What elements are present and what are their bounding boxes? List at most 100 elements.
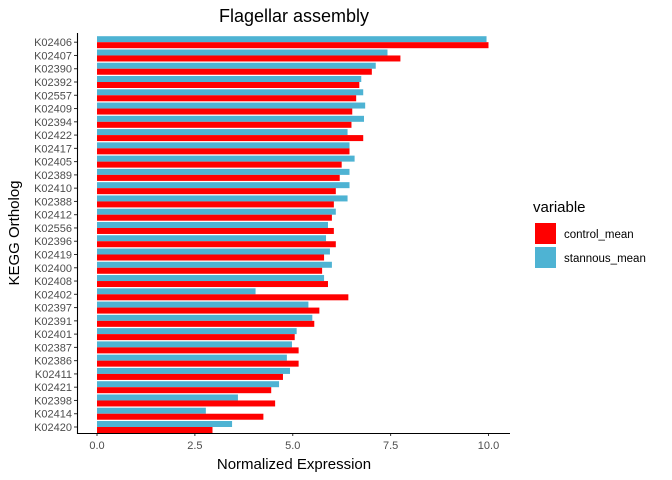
bar-stannous-mean-K02419 bbox=[97, 248, 330, 255]
bar-control-mean-K02398 bbox=[97, 400, 276, 407]
bar-control-mean-K02386 bbox=[97, 360, 299, 367]
bar-control-mean-K02419 bbox=[97, 254, 325, 261]
chart-title: Flagellar assembly bbox=[219, 6, 369, 26]
bar-stannous-mean-K02397 bbox=[97, 301, 309, 308]
x-tick-label: 7.5 bbox=[383, 440, 398, 452]
y-tick-label: K02388 bbox=[34, 196, 72, 208]
bar-control-mean-K02390 bbox=[97, 68, 372, 75]
bar-stannous-mean-K02422 bbox=[97, 129, 348, 136]
y-tick-label: K02408 bbox=[34, 276, 72, 288]
bar-stannous-mean-K02396 bbox=[97, 235, 327, 242]
y-tick-label: K02556 bbox=[34, 223, 72, 235]
bar-stannous-mean-K02391 bbox=[97, 314, 313, 321]
bar-stannous-mean-K02417 bbox=[97, 142, 350, 149]
legend-swatch-stannous-mean bbox=[535, 247, 556, 268]
y-tick-label: K02402 bbox=[34, 289, 72, 301]
bar-stannous-mean-K02405 bbox=[97, 155, 355, 162]
y-tick-label: K02397 bbox=[34, 303, 72, 315]
bar-control-mean-K02402 bbox=[97, 294, 349, 301]
bar-stannous-mean-K02401 bbox=[97, 328, 297, 335]
bar-control-mean-K02406 bbox=[97, 42, 489, 49]
y-tick-label: K02417 bbox=[34, 143, 72, 155]
bar-stannous-mean-K02389 bbox=[97, 168, 350, 175]
y-tick-label: K02557 bbox=[34, 90, 72, 102]
bar-control-mean-K02407 bbox=[97, 55, 401, 62]
x-axis-ticks: 0.0 2.5 5.0 7.5 10.0 bbox=[89, 433, 499, 452]
bar-control-mean-K02394 bbox=[97, 121, 352, 128]
bar-control-mean-K02396 bbox=[97, 241, 336, 248]
bar-control-mean-K02411 bbox=[97, 373, 283, 380]
bar-stannous-mean-K02414 bbox=[97, 407, 206, 414]
bar-control-mean-K02405 bbox=[97, 161, 342, 168]
bar-control-mean-K02409 bbox=[97, 108, 353, 115]
y-tick-label: K02387 bbox=[34, 342, 72, 354]
x-tick-label: 0.0 bbox=[89, 440, 104, 452]
bar-stannous-mean-K02394 bbox=[97, 115, 365, 122]
y-tick-label: K02422 bbox=[34, 130, 72, 142]
bar-stannous-mean-K02387 bbox=[97, 341, 292, 348]
y-tick-label: K02394 bbox=[34, 117, 72, 129]
bar-control-mean-K02422 bbox=[97, 135, 364, 142]
y-tick-label: K02406 bbox=[34, 37, 72, 49]
y-tick-label: K02414 bbox=[34, 409, 72, 421]
bar-stannous-mean-K02412 bbox=[97, 208, 336, 215]
bar-stannous-mean-K02390 bbox=[97, 62, 376, 69]
bars-group bbox=[97, 36, 489, 433]
bar-stannous-mean-K02406 bbox=[97, 36, 487, 43]
legend-swatch-control-mean bbox=[535, 223, 556, 244]
y-tick-label: K02420 bbox=[34, 422, 72, 434]
legend: variable control_mean stannous_mean bbox=[533, 199, 646, 268]
y-tick-label: K02419 bbox=[34, 250, 72, 262]
bar-control-mean-K02414 bbox=[97, 413, 264, 420]
bar-control-mean-K02417 bbox=[97, 148, 350, 155]
bar-control-mean-K02397 bbox=[97, 307, 320, 314]
bar-control-mean-K02391 bbox=[97, 320, 315, 327]
bar-control-mean-K02408 bbox=[97, 281, 328, 288]
y-tick-label: K02390 bbox=[34, 64, 72, 76]
bar-stannous-mean-K02420 bbox=[97, 421, 233, 427]
legend-items: control_mean stannous_mean bbox=[535, 223, 646, 268]
bar-stannous-mean-K02392 bbox=[97, 76, 362, 83]
bar-control-mean-K02400 bbox=[97, 267, 323, 274]
y-tick-label: K02389 bbox=[34, 170, 72, 182]
bar-control-mean-K02420 bbox=[97, 427, 213, 433]
y-tick-label: K02398 bbox=[34, 395, 72, 407]
bar-control-mean-K02392 bbox=[97, 82, 360, 89]
bar-stannous-mean-K02408 bbox=[97, 275, 325, 282]
bar-control-mean-K02421 bbox=[97, 387, 272, 394]
bar-control-mean-K02388 bbox=[97, 201, 334, 208]
bar-stannous-mean-K02556 bbox=[97, 221, 328, 228]
bar-stannous-mean-K02386 bbox=[97, 354, 287, 361]
bar-control-mean-K02557 bbox=[97, 95, 357, 102]
x-tick-label: 5.0 bbox=[285, 440, 300, 452]
bar-stannous-mean-K02388 bbox=[97, 195, 348, 202]
y-tick-label: K02411 bbox=[35, 369, 72, 381]
y-tick-label: K02386 bbox=[34, 356, 72, 368]
y-tick-label: K02400 bbox=[34, 263, 72, 275]
legend-label-stannous-mean: stannous_mean bbox=[564, 253, 646, 265]
y-tick-label: K02396 bbox=[34, 236, 72, 248]
y-axis-ticks: K02406K02407K02390K02392K02557K02409K023… bbox=[34, 37, 77, 434]
bar-control-mean-K02412 bbox=[97, 214, 332, 221]
legend-label-control-mean: control_mean bbox=[564, 229, 634, 241]
bar-stannous-mean-K02410 bbox=[97, 182, 350, 189]
y-tick-label: K02401 bbox=[34, 329, 72, 341]
x-axis-title: Normalized Expression bbox=[217, 456, 371, 473]
y-tick-label: K02392 bbox=[34, 77, 72, 89]
y-axis-title: KEGG Ortholog bbox=[6, 180, 23, 285]
legend-title: variable bbox=[533, 199, 586, 216]
y-tick-label: K02391 bbox=[34, 316, 72, 328]
bar-stannous-mean-K02557 bbox=[97, 89, 364, 96]
y-tick-label: K02421 bbox=[34, 382, 72, 394]
bar-stannous-mean-K02402 bbox=[97, 288, 256, 295]
y-tick-label: K02410 bbox=[34, 183, 72, 195]
bar-stannous-mean-K02409 bbox=[97, 102, 366, 109]
bar-stannous-mean-K02400 bbox=[97, 261, 332, 268]
bar-control-mean-K02401 bbox=[97, 334, 295, 341]
y-tick-label: K02412 bbox=[34, 210, 72, 222]
bar-stannous-mean-K02421 bbox=[97, 381, 280, 388]
y-tick-label: K02407 bbox=[34, 50, 72, 62]
bar-stannous-mean-K02407 bbox=[97, 49, 388, 56]
bar-stannous-mean-K02411 bbox=[97, 367, 291, 374]
